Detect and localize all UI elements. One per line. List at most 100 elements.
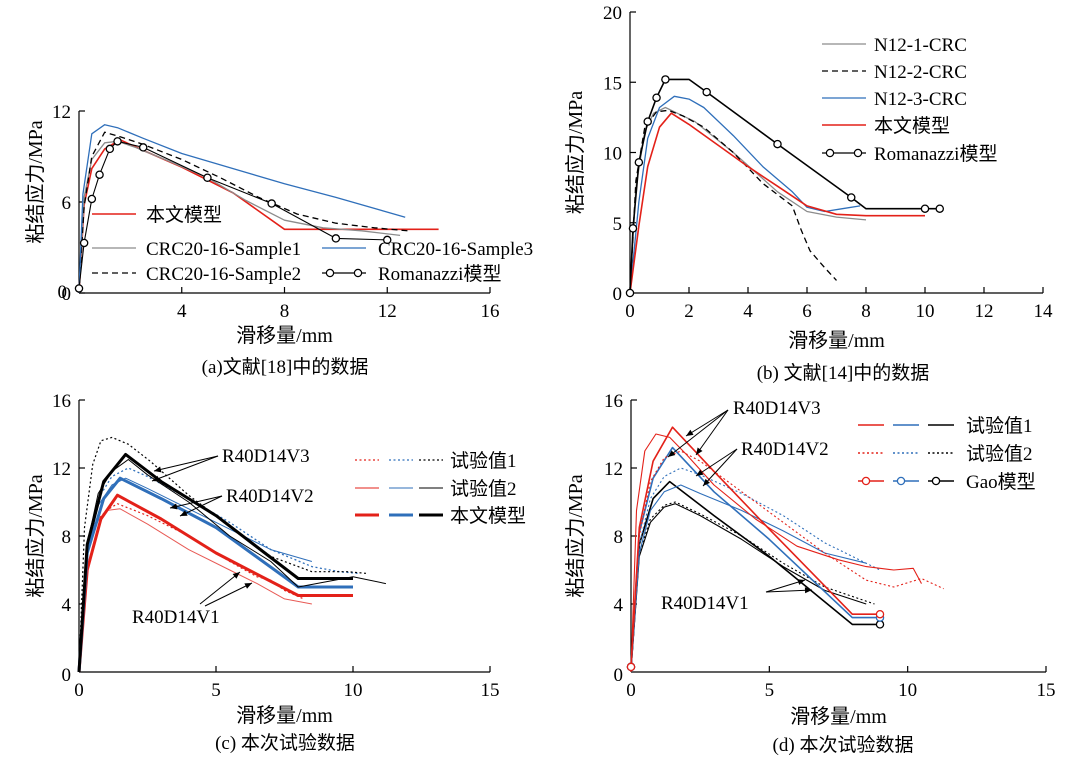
annotation-arrow bbox=[685, 409, 729, 437]
annotation-arrowhead bbox=[696, 447, 703, 455]
annotation-arrow bbox=[695, 409, 729, 456]
series-line-3 bbox=[77, 493, 353, 673]
y-tick-label: 10 bbox=[603, 144, 622, 165]
x-tick-label: 0 bbox=[625, 301, 635, 322]
legend-marker bbox=[353, 268, 363, 278]
y-tick-label: 8 bbox=[62, 527, 72, 548]
legend-marker bbox=[325, 268, 335, 278]
series-line-1 bbox=[78, 503, 304, 673]
data-point bbox=[331, 234, 341, 243]
series-line-2 bbox=[629, 109, 837, 294]
annotation-label: R40D14V1 bbox=[132, 607, 220, 628]
legend-label: Romanazzi模型 bbox=[874, 143, 997, 165]
x-tick-label: 4 bbox=[177, 301, 187, 322]
annotation-arrow bbox=[204, 582, 253, 607]
annotation-label: R40D14V3 bbox=[222, 446, 310, 467]
series-line-4 bbox=[78, 124, 406, 294]
origin-label: 0 bbox=[62, 665, 72, 686]
data-point bbox=[382, 235, 392, 245]
annotation-label: R40D14V2 bbox=[226, 486, 314, 507]
annotation-arrow bbox=[199, 571, 241, 605]
annotation-arrowhead bbox=[696, 469, 704, 476]
y-tick-label: 6 bbox=[62, 193, 72, 214]
panel-caption: (a)文献[18]中的数据 bbox=[202, 356, 369, 378]
annotation-arrowhead bbox=[797, 579, 805, 585]
x-tick-label: 0 bbox=[74, 680, 84, 701]
annotation-label: R40D14V1 bbox=[661, 593, 749, 614]
origin-label: 0 bbox=[613, 284, 623, 305]
panel-caption: (c) 本次试验数据 bbox=[215, 732, 355, 754]
legend-label: CRC20-16-Sample2 bbox=[146, 264, 301, 285]
series-line-1 bbox=[630, 503, 867, 673]
annotation-arrowhead bbox=[170, 503, 178, 510]
y-tick-label: 12 bbox=[52, 459, 71, 480]
annotation-arrowhead bbox=[804, 587, 812, 594]
x-tick-label: 12 bbox=[975, 301, 994, 322]
series-line-3 bbox=[629, 95, 861, 294]
data-point bbox=[203, 173, 212, 182]
x-tick-label: 15 bbox=[1037, 680, 1056, 701]
x-tick-label: 8 bbox=[861, 301, 871, 322]
legend-a: 本文模型 CRC20-16-Sample1 CRC20-16-Sample2 CRC2… bbox=[92, 204, 533, 285]
data-point bbox=[625, 288, 635, 298]
annotations-c: R40D14V3 R40D14V2 R40D14V1 bbox=[132, 446, 314, 628]
data-point bbox=[702, 87, 711, 97]
annotation-arrow bbox=[765, 589, 813, 593]
data-point bbox=[95, 170, 104, 179]
x-axis-label: 滑移量/mm bbox=[788, 329, 885, 352]
series-line-8 bbox=[630, 450, 944, 673]
x-tick-label: 0 bbox=[626, 680, 636, 701]
chart-panel-2: 0 2 4 6 8 10 12 14 5 10 15 20 0 滑移量/mm 粘结应力/MPa (b) 文献[… bbox=[564, 3, 1053, 384]
data-point bbox=[79, 238, 89, 248]
data-point bbox=[267, 199, 276, 208]
legend-c: 试验值1 试验值2 本文模型 bbox=[355, 450, 526, 527]
legend-marker bbox=[896, 476, 906, 486]
x-axis-label: 滑移量/mm bbox=[236, 324, 333, 347]
chart-panel-3: 0 5 10 15 4 8 12 16 0 滑移量/mm 粘结应力/MPa (c) 本次试验数据 bbox=[24, 391, 500, 754]
legend-marker bbox=[825, 148, 835, 158]
y-tick-label: 16 bbox=[52, 391, 71, 412]
series-line-2 bbox=[78, 508, 312, 673]
series-line-5 bbox=[629, 78, 940, 294]
x-tick-label: 5 bbox=[211, 680, 221, 701]
legend-marker bbox=[861, 476, 871, 486]
x-axis-label: 滑移量/mm bbox=[236, 704, 333, 727]
data-point bbox=[875, 609, 885, 619]
legend-label: Gao模型 bbox=[966, 471, 1036, 493]
legend-label: 本文模型 bbox=[146, 204, 222, 226]
x-tick-label: 12 bbox=[378, 301, 397, 322]
legend-label: 试验值2 bbox=[450, 478, 517, 500]
x-tick-label: 10 bbox=[898, 680, 917, 701]
annotation-arrow bbox=[151, 455, 219, 482]
x-tick-label: 14 bbox=[1034, 301, 1054, 322]
annotation-arrow bbox=[153, 455, 219, 472]
y-tick-label: 16 bbox=[604, 391, 623, 412]
legend-label: CRC20-16-Sample3 bbox=[378, 239, 533, 260]
legend-label: Romanazzi模型 bbox=[378, 263, 501, 285]
annotation-arrow bbox=[667, 409, 729, 458]
x-tick-label: 2 bbox=[684, 301, 694, 322]
legend-label: 试验值1 bbox=[450, 450, 517, 472]
y-tick-label: 8 bbox=[614, 527, 624, 548]
x-axis-label: 滑移量/mm bbox=[790, 705, 887, 728]
legend-label: CRC20-16-Sample1 bbox=[146, 239, 301, 260]
y-tick-label: 0 bbox=[62, 284, 72, 305]
data-point bbox=[773, 139, 782, 149]
y-tick-label: 4 bbox=[614, 595, 624, 616]
series-line-4 bbox=[629, 112, 925, 294]
annotation-arrowhead bbox=[668, 450, 676, 457]
series-line-7 bbox=[630, 433, 922, 673]
annotation-arrow bbox=[702, 448, 738, 487]
annotation-arrowhead bbox=[152, 475, 160, 482]
data-point bbox=[920, 204, 930, 213]
data-point bbox=[875, 620, 885, 629]
data-point bbox=[87, 194, 97, 204]
series-line-4 bbox=[630, 484, 867, 673]
series-line-6 bbox=[77, 476, 353, 673]
data-point bbox=[935, 204, 945, 213]
series-line-2 bbox=[630, 501, 875, 673]
annotation-arrowhead bbox=[232, 572, 240, 579]
origin-label: 0 bbox=[58, 282, 68, 303]
data-point bbox=[661, 75, 670, 84]
x-tick-label: 10 bbox=[344, 680, 363, 701]
